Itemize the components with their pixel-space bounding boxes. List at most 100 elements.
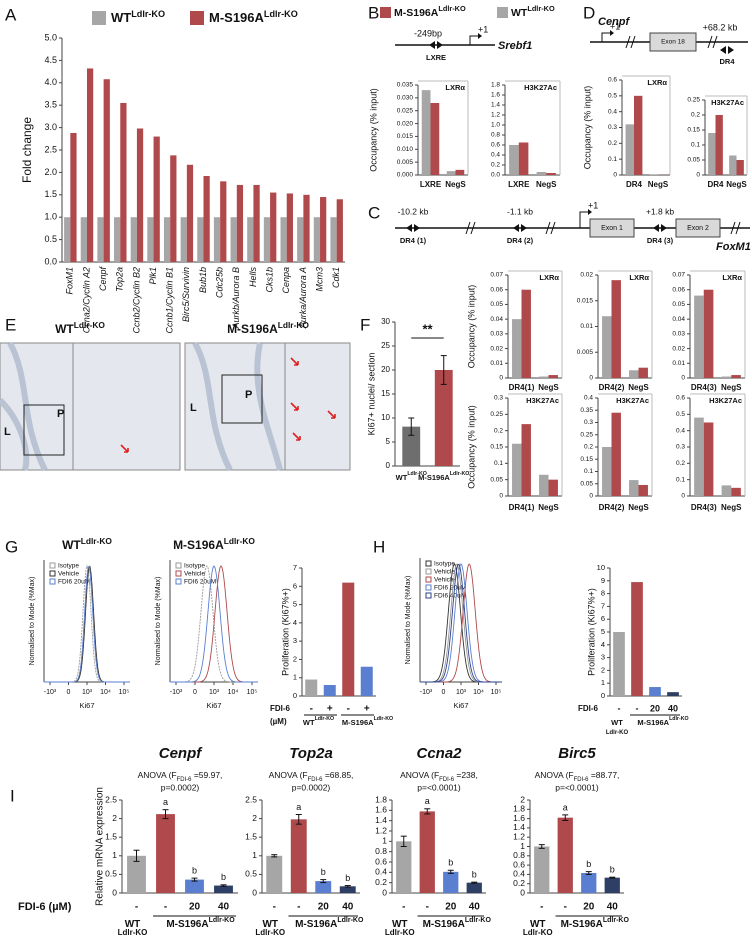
legend-swatch (425, 560, 432, 567)
inset-box (221, 374, 263, 424)
bar (443, 871, 459, 893)
gene-name: FoxM1 (716, 241, 751, 253)
bar (419, 811, 435, 893)
histogram-curve (420, 563, 502, 683)
axis-break (735, 221, 741, 235)
site-marker (406, 224, 412, 232)
panel-letter: I (10, 786, 15, 805)
x-tick-label: - (135, 902, 138, 913)
tss-arrowhead (610, 30, 614, 36)
legend-label: Vehicle (184, 571, 205, 578)
y-tick-label: 1 (382, 836, 387, 846)
x-tick-label: 10⁴ (100, 689, 111, 696)
y-tick-label: 5 (386, 437, 391, 446)
y-axis-label: Normalised to Mode (%Max) (155, 577, 162, 666)
x-tick-label: 10³ (82, 689, 93, 696)
group-label-part: WT (125, 919, 141, 930)
bar (360, 666, 373, 696)
y-tick-label: 1.8 (491, 82, 500, 89)
y-axis-label: Ki67+ nuclei/ section (366, 353, 376, 436)
y-tick-label: 0.5 (44, 234, 57, 244)
legend-label-part: M-S196A (394, 7, 439, 19)
y-tick-label: 0.1 (676, 476, 685, 483)
y-tick-label: 0 (696, 172, 700, 179)
x-tick-label: - (618, 703, 621, 713)
legend-label: M-S196ALdlr-KO (394, 4, 466, 19)
bar (220, 181, 227, 262)
bar (512, 319, 522, 378)
position-label: +68.2 kb (703, 22, 738, 32)
y-tick-label: 0.6 (608, 77, 617, 84)
bar (613, 632, 625, 696)
y-tick-label: 0.1 (608, 156, 617, 163)
y-tick-label: 0.01 (490, 360, 503, 367)
bar (70, 132, 77, 262)
bar (638, 484, 648, 496)
chart-subtitle-part: FDI-6 (308, 777, 324, 783)
image-label: L (190, 402, 197, 414)
bar (430, 103, 440, 175)
y-tick-label: 2 (252, 813, 257, 823)
x-tick-label: 20 (318, 902, 330, 913)
y-axis-label: Normalised to Mode (%Max) (405, 576, 412, 665)
bar (64, 217, 71, 262)
chart-title: H3K27Ac (526, 396, 559, 405)
bar (266, 855, 283, 893)
y-tick-label: 2.5 (44, 144, 57, 154)
legend-swatch (425, 576, 432, 583)
x-tick-label-part: WT (396, 473, 408, 482)
y-tick-label: 30 (381, 317, 390, 326)
group-label-part: M-S196A (637, 718, 669, 727)
bar (163, 217, 171, 262)
bar (270, 192, 277, 262)
legend-swatch (175, 570, 182, 577)
bar (230, 217, 237, 262)
histogram-curve (420, 563, 502, 683)
group-label: M-S196ALdlr-KO (561, 917, 630, 930)
bar (203, 175, 210, 262)
x-tick-label: 40 (218, 902, 230, 913)
x-tick-label: + (364, 704, 370, 715)
x-tick-label: NegS (628, 383, 649, 392)
x-tick-label: NegS (721, 503, 742, 512)
x-tick-label: 10⁵ (491, 689, 502, 696)
y-tick-label: 1.2 (375, 825, 387, 835)
chart-title: Cenpf (159, 745, 204, 762)
x-tick-label: 0 (67, 689, 71, 696)
x-tick-label: Ccna2/Cyclin A2 (81, 267, 91, 333)
exon-label: Exon 2 (687, 225, 709, 232)
bar (638, 367, 648, 378)
image-title: M-S196ALdlr-KO (227, 320, 309, 336)
arrow-marker (120, 444, 129, 453)
group-label: M-S196ALdlr-KO (637, 716, 688, 727)
histogram-curve (44, 565, 130, 683)
legend-swatch (190, 11, 204, 25)
bar (130, 217, 137, 262)
y-tick-label: 0 (520, 887, 525, 897)
y-tick-label: 0.025 (397, 107, 414, 114)
y-tick-label: 0.15 (490, 444, 503, 451)
y-tick-label: 0.07 (490, 272, 503, 279)
bar (263, 217, 271, 262)
bar (197, 217, 204, 262)
x-tick-label: 20 (583, 902, 595, 913)
y-tick-label: 0 (382, 887, 387, 897)
y-tick-label: 4 (601, 640, 605, 649)
bar (521, 424, 531, 496)
y-tick-label: 5 (601, 627, 605, 636)
bar (313, 217, 321, 262)
significance-letter: b (472, 870, 477, 880)
position-label: -249bp (414, 28, 442, 38)
significance-letter: b (610, 865, 615, 875)
y-tick-label: 0 (681, 375, 685, 382)
bar (694, 295, 704, 378)
bar (534, 846, 550, 893)
axis-break (470, 221, 476, 235)
exon-box (675, 218, 721, 238)
site-label: DR4 (1) (400, 236, 427, 245)
group-label-part: M-S196A (166, 919, 208, 930)
y-tick-label: 1.6 (513, 813, 525, 823)
x-tick-label-part: Ldlr-KO (407, 471, 427, 477)
y-tick-label: 1.5 (44, 189, 57, 199)
group-label-part: Ldlr-KO (606, 730, 629, 736)
